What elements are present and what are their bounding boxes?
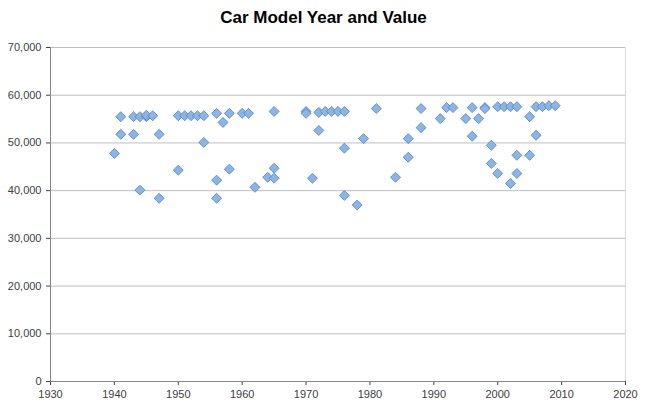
svg-text:2000: 2000 [485,388,509,400]
svg-text:1940: 1940 [102,388,126,400]
html-text:Car Model Year and Value: Car Model Year and Value [220,8,427,27]
svg-text:0: 0 [35,375,41,387]
svg-text:70,000: 70,000 [8,41,42,53]
svg-text:1990: 1990 [422,388,446,400]
svg-text:1970: 1970 [294,388,318,400]
svg-text:40,000: 40,000 [8,184,42,196]
svg-text:2020: 2020 [613,388,637,400]
svg-text:1930: 1930 [38,388,62,400]
svg-text:2010: 2010 [549,388,573,400]
svg-text:20,000: 20,000 [8,280,42,292]
svg-text:30,000: 30,000 [8,232,42,244]
svg-text:50,000: 50,000 [8,136,42,148]
svg-text:1950: 1950 [166,388,190,400]
svg-text:1960: 1960 [230,388,254,400]
svg-text:10,000: 10,000 [8,327,42,339]
svg-text:1980: 1980 [358,388,382,400]
svg-text:60,000: 60,000 [8,89,42,101]
